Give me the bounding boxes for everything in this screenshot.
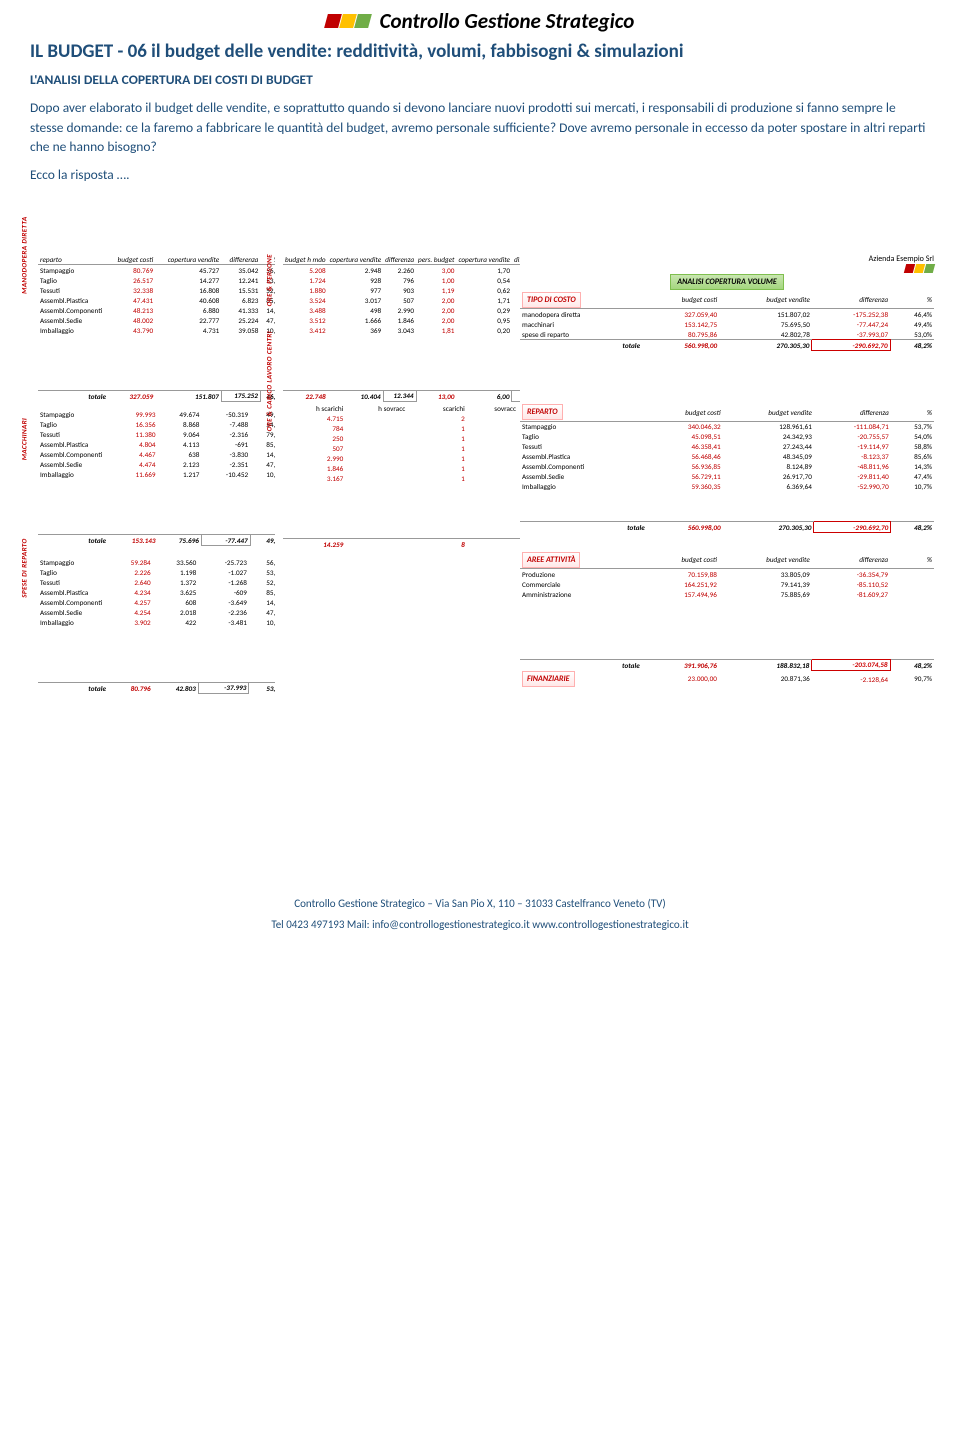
table-row: Imballaggio43.7904.73139.05810,8 xyxy=(38,325,281,335)
vlabel-centri: ORE & CARICO LAVORO CENTRI xyxy=(265,331,274,431)
table-row: 1.7249287961,000,540,46 xyxy=(283,275,545,285)
table-row: Imballaggio59.360,356.369,64-52.990,7010… xyxy=(520,482,934,492)
table-row: Assembl.Plastica4.2343.625-60985,6 xyxy=(38,587,281,597)
table-row: 5071 xyxy=(283,444,526,454)
table-row: Taglio26.51714.27712.24153,8 xyxy=(38,275,281,285)
table-row: macchinari153.142,7575.695,50-77.447,244… xyxy=(520,319,934,329)
table-row: Assembl.Sedie56.729,1126.917,70-29.811,4… xyxy=(520,472,934,482)
table-row: 7841 xyxy=(283,424,526,434)
report-grid: MANODOPERA DIRETTA repartobudget costico… xyxy=(30,254,930,694)
panel-aree: AREE ATTIVITÀbudget costibudget vendited… xyxy=(520,551,934,694)
table-row: 3.1671 xyxy=(283,474,526,484)
logo-small-icon xyxy=(520,264,934,273)
footer: Controllo Gestione Strategico – Via San … xyxy=(30,894,930,936)
page-title: IL BUDGET - 06 il budget delle vendite: … xyxy=(30,40,930,63)
box-tipo: TIPO DI COSTO xyxy=(522,292,581,308)
vlabel-macchinari: MACCHINARI xyxy=(20,417,29,459)
table-row: Taglio16.3568.868-7.48854,2 xyxy=(38,420,281,430)
table-row: Stampaggio99.99349.674-50.31949,7 xyxy=(38,410,281,420)
table-row: Assembl.Plastica56.468,4648.345,09-8.123… xyxy=(520,452,934,462)
table-row: Stampaggio340.046,32128.961,61-111.084,7… xyxy=(520,421,934,432)
body-ecco: Ecco la risposta …. xyxy=(30,165,930,185)
table-row: Assembl.Plastica47.43140.6086.82385,6 xyxy=(38,295,281,305)
table-row: spese di reparto80.795,8642.802,78-37.99… xyxy=(520,329,934,340)
green-caption: ANALISI COPERTURA VOLUME xyxy=(670,274,784,290)
table-row: Assembl.Componenti48.2136.88041.33314,3 xyxy=(38,305,281,315)
table-row: Tessuti46.358,4127.243,44-19.114,9758,8% xyxy=(520,442,934,452)
table-row: Imballaggio11.6691.217-10.45210,4 xyxy=(38,470,281,480)
table-row: Stampaggio59.28433.560-25.72356,6 xyxy=(38,557,281,567)
table-row: Amministrazione157.494,9675.885,69-81.60… xyxy=(520,589,934,599)
table-row: 3.4123693.0431,810,201,62 xyxy=(283,325,545,335)
table-row: 2.9901 xyxy=(283,454,526,464)
table-row: Assembl.Componenti56.936,858.124,89-48.8… xyxy=(520,462,934,472)
table-row: 3.5121.6661.8462,000,951,05 xyxy=(283,315,545,325)
vlabel-manodopera: MANODOPERA DIRETTA xyxy=(20,217,29,294)
header-logo-row: Controllo Gestione Strategico xyxy=(30,8,930,34)
table-row: Assembl.Sedie4.2542.018-2.23647,4 xyxy=(38,607,281,617)
table-row: 4.7152 xyxy=(283,414,526,424)
vlabel-persone: ORE & PERSONE xyxy=(265,254,274,306)
panel-manodopera: MANODOPERA DIRETTA repartobudget costico… xyxy=(30,254,273,402)
panel-macchinari: MACCHINARI Stampaggio99.99349.674-50.319… xyxy=(30,404,273,550)
table-row: Assembl.Componenti4.257608-3.64914,3 xyxy=(38,597,281,607)
vlabel-spese: SPESE DI REPARTO xyxy=(20,538,29,597)
table-row: Stampaggio80.76945.72735.04256,6 xyxy=(38,265,281,276)
table-row: Assembl.Componenti4.467638-3.83014,3 xyxy=(38,450,281,460)
panel-persone: ORE & PERSONE budget h mdocopertura vend… xyxy=(275,254,518,402)
table-row: Produzione70.159,8833.805,09-36.354,79 xyxy=(520,569,934,580)
panel-reparto: REPARTObudget costibudget venditediffere… xyxy=(520,404,934,550)
table-row: Taglio2.2261.198-1.02753,8 xyxy=(38,567,281,577)
table-row: 1.8809779031,190,620,57 xyxy=(283,285,545,295)
table-row: manodopera diretta327.059,40151.807,02-1… xyxy=(520,309,934,320)
footer-line2: Tel 0423 497193 Mail: info@controllogest… xyxy=(30,915,930,936)
table-row: 2501 xyxy=(283,434,526,444)
table-row: 1.8461 xyxy=(283,464,526,474)
table-row: 3.4884982.9902,000,291,71 xyxy=(283,305,545,315)
table-row: Tessuti11.3809.064-2.31679,6 xyxy=(38,430,281,440)
body-paragraph: Dopo aver elaborato il budget delle vend… xyxy=(30,98,930,157)
box-reparto: REPARTO xyxy=(522,404,563,420)
table-row: Assembl.Sedie4.4742.123-2.35147,4 xyxy=(38,460,281,470)
box-fin: FINANZIARIE xyxy=(522,671,575,687)
panel-tipo: Azienda Esempio Srl ANALISI COPERTURA VO… xyxy=(520,254,934,402)
table-row: Taglio45.098,5124.342,93-20.755,5754,0% xyxy=(520,432,934,442)
table-row: Imballaggio3.902422-3.48110,8 xyxy=(38,617,281,627)
logo-icon xyxy=(326,14,370,28)
table-row: 3.5243.0175072,001,710,29 xyxy=(283,295,545,305)
footer-line1: Controllo Gestione Strategico – Via San … xyxy=(30,894,930,915)
table-row: Commerciale164.251,9279.141,39-85.110,52 xyxy=(520,579,934,589)
table-row: 5.2082.9482.2603,001,701,30 xyxy=(283,265,545,276)
panel-spese: SPESE DI REPARTO Stampaggio59.28433.560-… xyxy=(30,551,273,694)
brand-title: Controllo Gestione Strategico xyxy=(380,8,635,34)
page-subtitle: L'ANALISI DELLA COPERTURA DEI COSTI DI B… xyxy=(30,71,930,88)
panel-centri: ORE & CARICO LAVORO CENTRI h scarichih s… xyxy=(275,404,518,550)
box-aree: AREE ATTIVITÀ xyxy=(522,552,580,568)
table-row: Assembl.Sedie48.00222.77725.22447,5 xyxy=(38,315,281,325)
table-row: Assembl.Plastica4.8044.113-69185,6 xyxy=(38,440,281,450)
table-row: Tessuti32.33816.80815.53152,0 xyxy=(38,285,281,295)
table-row: Tessuti2.6401.372-1.26852,0 xyxy=(38,577,281,587)
